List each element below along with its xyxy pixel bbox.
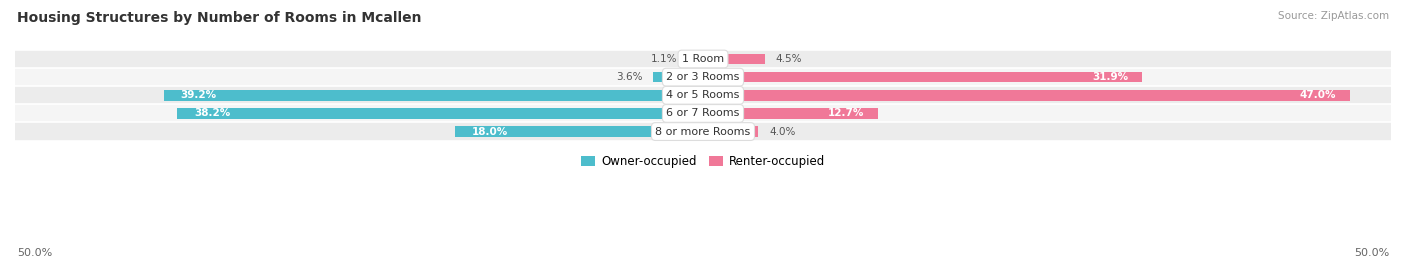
Bar <box>703 72 1142 82</box>
Text: 6 or 7 Rooms: 6 or 7 Rooms <box>666 108 740 118</box>
Text: 1.1%: 1.1% <box>651 54 676 64</box>
Text: 8 or more Rooms: 8 or more Rooms <box>655 126 751 137</box>
Text: 1 Room: 1 Room <box>682 54 724 64</box>
Bar <box>15 86 1391 104</box>
Bar <box>15 68 1391 86</box>
Text: 50.0%: 50.0% <box>1354 248 1389 258</box>
Text: 50.0%: 50.0% <box>17 248 52 258</box>
Text: 31.9%: 31.9% <box>1092 72 1128 82</box>
Bar <box>703 126 758 137</box>
Text: 4.0%: 4.0% <box>769 126 796 137</box>
Bar <box>15 50 1391 68</box>
Text: 2 or 3 Rooms: 2 or 3 Rooms <box>666 72 740 82</box>
Legend: Owner-occupied, Renter-occupied: Owner-occupied, Renter-occupied <box>576 150 830 173</box>
Bar <box>688 54 703 64</box>
Bar <box>15 122 1391 141</box>
Bar <box>703 90 1350 101</box>
Bar <box>703 108 877 119</box>
Text: 47.0%: 47.0% <box>1299 90 1336 100</box>
Bar <box>177 108 703 119</box>
Bar <box>654 72 703 82</box>
Bar <box>163 90 703 101</box>
Bar <box>456 126 703 137</box>
Text: 4 or 5 Rooms: 4 or 5 Rooms <box>666 90 740 100</box>
Text: 38.2%: 38.2% <box>194 108 231 118</box>
Text: 4.5%: 4.5% <box>776 54 803 64</box>
Text: 39.2%: 39.2% <box>180 90 217 100</box>
Text: 3.6%: 3.6% <box>616 72 643 82</box>
Text: 12.7%: 12.7% <box>828 108 865 118</box>
Bar <box>15 104 1391 122</box>
Text: Source: ZipAtlas.com: Source: ZipAtlas.com <box>1278 11 1389 21</box>
Text: 18.0%: 18.0% <box>472 126 508 137</box>
Text: Housing Structures by Number of Rooms in Mcallen: Housing Structures by Number of Rooms in… <box>17 11 422 25</box>
Bar <box>703 54 765 64</box>
